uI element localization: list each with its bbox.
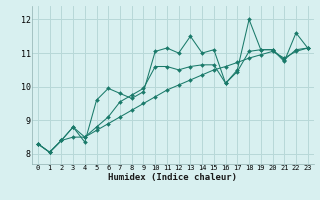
X-axis label: Humidex (Indice chaleur): Humidex (Indice chaleur) bbox=[108, 173, 237, 182]
